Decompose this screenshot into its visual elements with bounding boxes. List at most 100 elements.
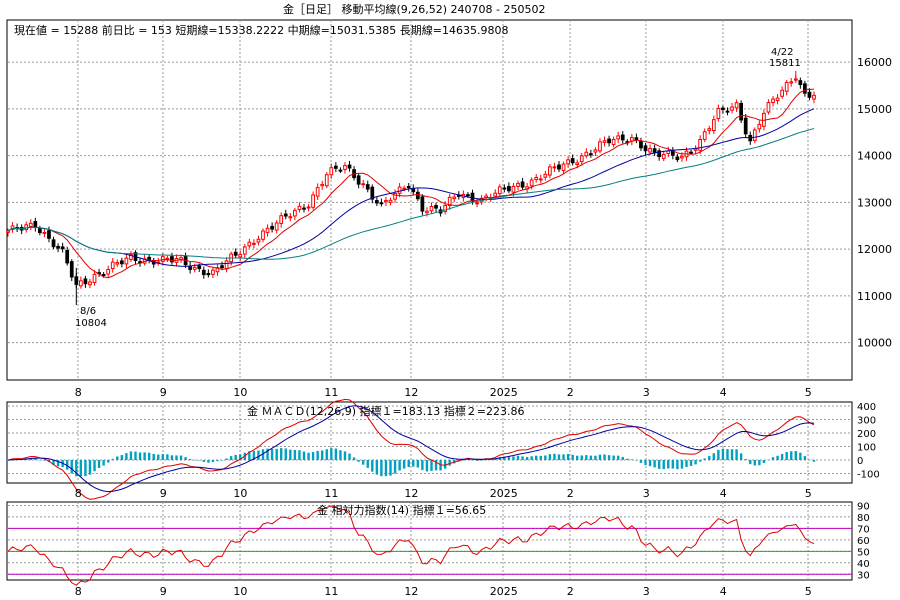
- candle: [557, 164, 561, 170]
- candle: [443, 204, 448, 213]
- candle: [643, 145, 648, 152]
- candle: [452, 196, 457, 200]
- candle: [88, 281, 92, 286]
- candle: [634, 137, 639, 141]
- x-tick-label: 10: [233, 487, 247, 500]
- y-tick-label: 40: [857, 559, 870, 570]
- y-tick-label: 70: [857, 524, 870, 535]
- macd-histogram-bar: [712, 453, 716, 461]
- macd-histogram-bar: [216, 460, 219, 462]
- macd-histogram-bar: [325, 449, 328, 461]
- macd-histogram-bar: [785, 451, 788, 461]
- macd-histogram-bar: [261, 449, 265, 461]
- x-tick-label: 4: [720, 585, 727, 598]
- y-tick-label: 90: [857, 501, 870, 512]
- macd-histogram-bar: [762, 460, 766, 463]
- candle: [807, 91, 812, 98]
- candle: [374, 200, 379, 204]
- candle: [333, 165, 338, 169]
- candle: [78, 280, 83, 287]
- candle: [584, 151, 589, 157]
- macd-histogram-bar: [202, 460, 206, 462]
- y-tick-label: 0: [857, 456, 863, 467]
- candle: [661, 153, 666, 159]
- macd-histogram-bar: [371, 460, 374, 472]
- high-value-label: 15811: [769, 58, 801, 69]
- candle: [415, 191, 420, 200]
- candle: [507, 186, 511, 192]
- candle: [406, 185, 411, 189]
- macd-histogram-bar: [562, 454, 565, 461]
- macd-histogram-bar: [207, 460, 210, 463]
- x-tick-label: 9: [160, 386, 167, 399]
- macd-histogram-bar: [598, 454, 602, 461]
- candle: [261, 230, 265, 240]
- candle: [689, 151, 693, 154]
- y-tick-label: 10000: [857, 337, 892, 350]
- series-layer: [6, 70, 852, 586]
- macd-histogram-bar: [421, 460, 424, 471]
- short-ma-line: [7, 88, 815, 279]
- y-tick-label: 100: [857, 443, 876, 454]
- candle: [293, 209, 297, 217]
- macd-histogram-bar: [225, 458, 228, 461]
- macd-histogram-bar: [229, 456, 233, 461]
- candle: [475, 202, 479, 205]
- candle: [252, 242, 256, 245]
- macd-histogram-bar: [257, 450, 260, 461]
- macd-histogram-bar: [580, 455, 583, 461]
- macd-histogram-bar: [298, 450, 301, 461]
- macd-histogram-bar: [170, 455, 174, 461]
- x-tick-label: 10: [233, 585, 247, 598]
- macd-histogram-bar: [616, 455, 620, 461]
- macd-histogram-bar: [525, 456, 529, 461]
- candle: [570, 158, 575, 164]
- macd-histogram-bar: [311, 452, 315, 461]
- candle: [10, 225, 15, 231]
- macd-histogram-bar: [307, 452, 310, 461]
- macd-histogram-bar: [566, 453, 570, 461]
- macd-histogram-bar: [694, 460, 697, 465]
- macd-histogram-bar: [6, 460, 10, 461]
- macd-histogram-bar: [539, 455, 542, 461]
- x-tick-label: 5: [805, 487, 812, 500]
- candle: [242, 246, 247, 255]
- candle: [365, 184, 370, 190]
- candle: [771, 98, 775, 104]
- macd-histogram-bar: [29, 457, 32, 461]
- macd-histogram-bar: [603, 454, 606, 461]
- macd-histogram-bar: [97, 460, 101, 468]
- candle: [529, 179, 534, 187]
- candle: [101, 273, 106, 276]
- candle: [548, 166, 552, 176]
- candle: [812, 94, 816, 100]
- macd-histogram-bar: [284, 448, 287, 461]
- candle: [575, 162, 580, 166]
- macd-histogram-bar: [721, 448, 725, 461]
- candle: [579, 155, 584, 163]
- macd-histogram-bar: [193, 459, 196, 461]
- candle: [393, 193, 397, 200]
- macd-histogram-bar: [448, 460, 451, 466]
- macd-histogram-bar: [412, 460, 415, 467]
- macd-histogram-bar: [639, 460, 643, 463]
- candle: [106, 268, 111, 275]
- macd-title: 金 ＭＡＣＤ(12,26,9) 指標１=183.13 指標２=223.86: [247, 404, 524, 418]
- candle: [502, 187, 507, 190]
- candle: [466, 194, 470, 197]
- candle: [470, 192, 475, 202]
- macd-histogram-bar: [84, 460, 87, 477]
- candle: [702, 131, 707, 140]
- y-tick-label: 80: [857, 513, 870, 524]
- macd-histogram-bar: [676, 460, 679, 470]
- macd-histogram-bar: [503, 456, 506, 461]
- candle: [256, 238, 261, 243]
- candle: [47, 230, 51, 239]
- candle: [402, 187, 407, 190]
- y-tick-label: 14000: [857, 150, 892, 163]
- macd-histogram-bar: [657, 460, 661, 469]
- macd-histogram-bar: [352, 457, 356, 461]
- candle: [543, 173, 548, 178]
- macd-histogram-bar: [361, 460, 365, 465]
